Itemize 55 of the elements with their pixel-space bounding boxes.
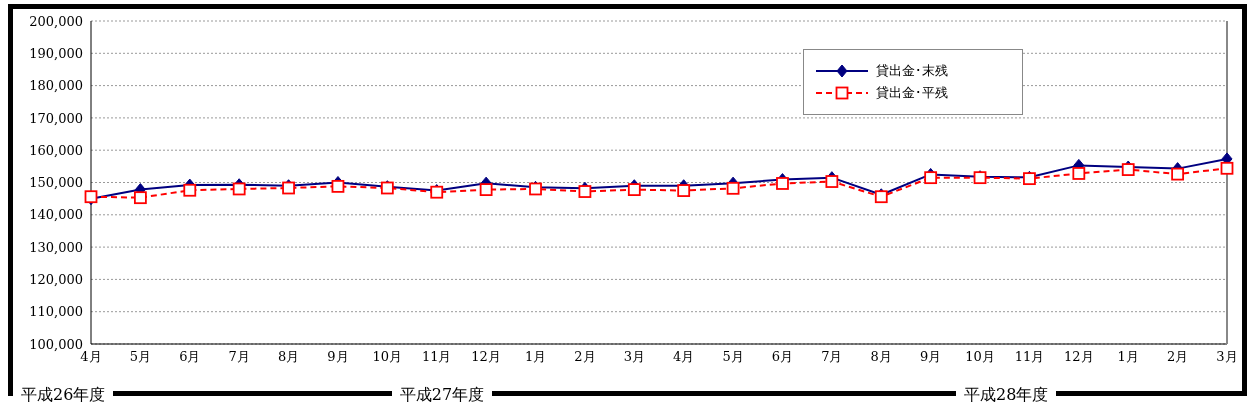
point (924, 171, 938, 185)
x-tick-label: 9月 (920, 349, 942, 365)
point (479, 183, 493, 197)
x-tick-label: 11月 (1014, 349, 1045, 365)
y-tick-label: 100,000 (29, 336, 83, 352)
x-tick-label: 4月 (80, 349, 102, 365)
point (726, 181, 740, 195)
x-tick-label: 8月 (870, 349, 892, 365)
y-tick-label: 200,000 (29, 13, 83, 29)
y-tick-label: 190,000 (29, 45, 83, 61)
y-tick-label: 150,000 (29, 175, 83, 191)
x-tick-label: 9月 (327, 349, 349, 365)
legend-label: 貸出金･平残 (876, 84, 948, 102)
x-tick-label: 3月 (623, 349, 645, 365)
point (331, 179, 345, 193)
y-tick-label: 140,000 (29, 207, 83, 223)
y-tick-label: 160,000 (29, 142, 83, 158)
point (627, 183, 641, 197)
x-tick-label: 7月 (228, 349, 250, 365)
y-tick-label: 110,000 (29, 304, 83, 320)
text: 平成26年度 (20, 384, 107, 406)
x-tick-label: 1月 (1117, 349, 1139, 365)
point (232, 182, 246, 196)
x-tick-label: 4月 (673, 349, 695, 365)
point (776, 177, 789, 190)
x-tick-label: 10月 (965, 349, 995, 365)
y-tick-label: 180,000 (29, 78, 83, 94)
point (677, 184, 691, 197)
x-tick-label: 5月 (722, 349, 744, 365)
text: 平成27年度 (398, 384, 486, 406)
point (825, 175, 839, 188)
point (1171, 167, 1185, 181)
x-tick-label: 1月 (524, 349, 547, 365)
point (1220, 161, 1234, 175)
x-tick-label: 11月 (421, 349, 452, 365)
y-tick-label: 120,000 (29, 272, 83, 288)
point (1072, 167, 1086, 180)
point (133, 191, 147, 205)
x-tick-label: 7月 (821, 349, 843, 365)
point (578, 185, 592, 198)
legend-label: 貸出金･末残 (876, 62, 948, 80)
x-tick-label: 12月 (1064, 349, 1094, 365)
x-tick-label: 6月 (179, 349, 201, 365)
point (183, 183, 197, 197)
x-tick-label: 10月 (372, 349, 403, 365)
x-tick-label: 6月 (771, 349, 794, 365)
x-tick-label: 12月 (471, 349, 501, 365)
x-tick-label: 2月 (574, 349, 596, 365)
text: 平成28年度 (963, 384, 1050, 406)
x-tick-label: 2月 (1166, 349, 1189, 365)
y-tick-label: 130,000 (29, 239, 83, 255)
x-tick-label: 3月 (1216, 349, 1238, 365)
x-tick-label: 8月 (277, 349, 300, 365)
y-tick-label: 170,000 (29, 110, 83, 126)
x-tick-label: 5月 (129, 349, 152, 365)
